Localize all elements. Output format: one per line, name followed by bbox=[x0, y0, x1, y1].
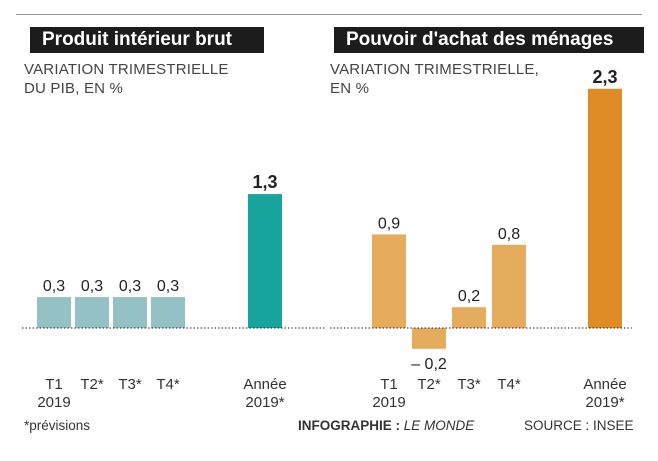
pp-bar-1 bbox=[372, 234, 406, 328]
pp-bar-2 bbox=[412, 328, 446, 349]
source-credit: SOURCE : INSEE bbox=[524, 418, 634, 433]
pp-bar-4 bbox=[492, 244, 526, 328]
gdp-value-label-1: 0,3 bbox=[43, 278, 65, 295]
pp-category-label-3: T3* bbox=[457, 376, 481, 393]
pp-value-label-2: – 0,2 bbox=[411, 356, 447, 373]
top-rule bbox=[16, 14, 642, 15]
gdp-category-sublabel-5: 2019* bbox=[245, 394, 284, 411]
pp-bar-5 bbox=[588, 88, 622, 328]
gdp-bar-2 bbox=[75, 297, 109, 328]
pp-category-label-4: T4* bbox=[497, 376, 521, 393]
credit-prefix: INFOGRAPHIE : bbox=[298, 418, 404, 433]
pp-category-label-2: T2* bbox=[417, 376, 441, 393]
pp-value-label-4: 0,8 bbox=[498, 226, 520, 243]
gdp-value-label-5: 1,3 bbox=[252, 172, 277, 192]
footnote-previsions: *prévisions bbox=[24, 418, 91, 433]
gdp-value-label-2: 0,3 bbox=[81, 278, 103, 295]
gdp-category-label-4: T4* bbox=[156, 376, 180, 393]
pp-category-sublabel-1: 2019 bbox=[372, 394, 405, 411]
pp-value-label-5: 2,3 bbox=[592, 67, 617, 87]
pp-value-label-3: 0,2 bbox=[458, 288, 480, 305]
gdp-value-label-4: 0,3 bbox=[157, 278, 179, 295]
gdp-bar-1 bbox=[37, 297, 71, 328]
purchasing-power-chart-subtitle: VARIATION TRIMESTRIELLE, EN % bbox=[330, 60, 539, 98]
gdp-subtitle-line2: DU PIB, EN % bbox=[24, 80, 124, 97]
gdp-value-label-3: 0,3 bbox=[119, 278, 141, 295]
infographic-credit: INFOGRAPHIE : LE MONDE bbox=[298, 418, 474, 433]
pp-category-label-1: T1 bbox=[380, 376, 398, 393]
gdp-category-sublabel-1: 2019 bbox=[37, 394, 70, 411]
pp-subtitle-line1: VARIATION TRIMESTRIELLE, bbox=[330, 61, 540, 78]
pp-subtitle-line2: EN % bbox=[330, 80, 370, 97]
credit-name: LE MONDE bbox=[403, 418, 475, 433]
pp-value-label-1: 0,9 bbox=[378, 215, 400, 232]
pp-category-label-5: Année bbox=[583, 376, 626, 393]
gdp-category-label-2: T2* bbox=[80, 376, 104, 393]
gdp-bar-3 bbox=[113, 297, 147, 328]
gdp-chart-subtitle: VARIATION TRIMESTRIELLE DU PIB, EN % bbox=[24, 60, 229, 98]
gdp-bar-4 bbox=[151, 297, 185, 328]
pp-bar-3 bbox=[452, 307, 486, 328]
gdp-category-label-3: T3* bbox=[118, 376, 142, 393]
gdp-chart-title: Produit intérieur brut bbox=[30, 27, 264, 53]
gdp-bar-5 bbox=[248, 194, 282, 328]
pp-category-sublabel-5: 2019* bbox=[585, 394, 624, 411]
gdp-category-label-5: Année bbox=[243, 376, 286, 393]
gdp-subtitle-line1: VARIATION TRIMESTRIELLE bbox=[24, 61, 229, 78]
purchasing-power-chart-title: Pouvoir d'achat des ménages bbox=[334, 27, 644, 53]
gdp-category-label-1: T1 bbox=[45, 376, 63, 393]
